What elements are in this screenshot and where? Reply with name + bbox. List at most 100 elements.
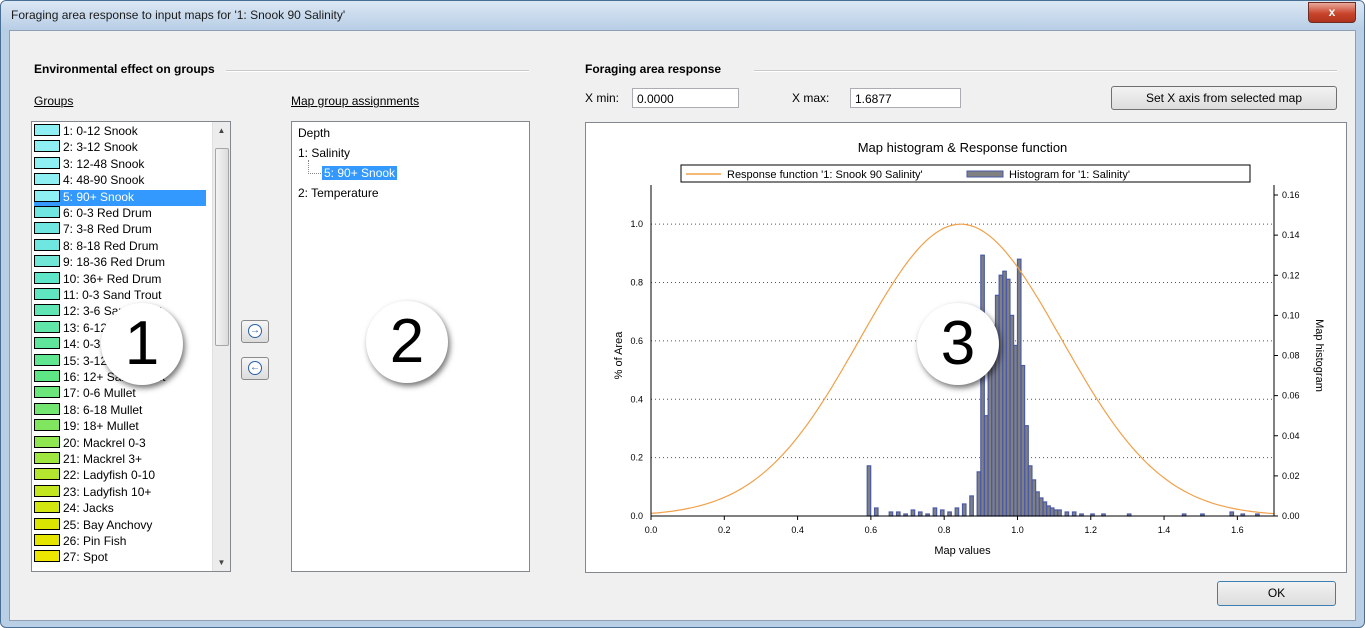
group-label: 25: Bay Anchovy (63, 517, 153, 532)
xmin-label: X min: (585, 91, 620, 105)
group-label: 7: 3-8 Red Drum (63, 222, 152, 237)
tree-connector (308, 160, 321, 174)
group-label: 20: Mackrel 0-3 (63, 435, 146, 450)
tree-node[interactable]: 5: 90+ Snook (322, 166, 398, 180)
group-label: 21: Mackrel 3+ (63, 452, 143, 466)
scroll-down-icon[interactable]: ▼ (217, 558, 226, 567)
y2-tick-label: 0.08 (1282, 351, 1300, 361)
color-swatch-icon (34, 255, 60, 268)
chart-title: Map histogram & Response function (858, 140, 1068, 155)
group-item[interactable]: 19: 18+ Mullet (34, 419, 206, 435)
scroll-up-icon[interactable]: ▲ (217, 126, 226, 135)
group-label: 1: 0-12 Snook (63, 124, 138, 138)
color-swatch-icon (34, 501, 60, 514)
histogram-bar (980, 254, 985, 517)
legend-bar-swatch (966, 170, 1004, 178)
color-swatch-icon (34, 337, 60, 350)
histogram-bar (976, 471, 982, 517)
group-item[interactable]: 6: 0-3 Red Drum (34, 206, 206, 222)
x-tick-label: 1.4 (1158, 525, 1171, 535)
window-title: Foraging area response to input maps for… (11, 8, 346, 22)
scroll-thumb[interactable] (215, 148, 229, 346)
x-tick-label: 0.8 (938, 525, 951, 535)
group-item[interactable]: 27: Spot (34, 550, 206, 566)
group-label: 8: 8-18 Red Drum (63, 238, 159, 253)
group-label: 26: Pin Fish (63, 534, 127, 548)
set-x-axis-button[interactable]: Set X axis from selected map (1111, 86, 1337, 110)
histogram-bar (895, 511, 901, 517)
color-swatch-icon (34, 206, 60, 218)
group-item[interactable]: 11: 0-3 Sand Trout (34, 288, 206, 304)
group-item[interactable]: 23: Ladyfish 10+ (34, 484, 206, 501)
group-label: 3: 12-48 Snook (63, 156, 145, 171)
group-item[interactable]: 7: 3-8 Red Drum (34, 222, 206, 238)
histogram-bar (932, 507, 938, 517)
color-swatch-icon (34, 288, 60, 300)
color-swatch-icon (34, 468, 60, 481)
color-swatch-icon (34, 370, 60, 382)
group-item[interactable]: 3: 12-48 Snook (34, 156, 206, 173)
group-label: 18: 6-18 Mullet (63, 402, 143, 417)
group-item[interactable]: 5: 90+ Snook (34, 189, 206, 206)
group-label: 27: Spot (63, 550, 108, 565)
group-item[interactable]: 1: 0-12 Snook (34, 124, 206, 140)
histogram-bar (954, 507, 960, 517)
group-item[interactable]: 8: 8-18 Red Drum (34, 238, 206, 255)
y2-tick-label: 0.16 (1282, 190, 1300, 200)
y2-axis-title: Map histogram (1313, 319, 1325, 392)
histogram-bar (983, 415, 989, 517)
color-swatch-icon (34, 156, 60, 169)
histogram-bar (1046, 505, 1051, 517)
color-swatch-icon (34, 173, 60, 186)
group-item[interactable]: 4: 48-90 Snook (34, 173, 206, 189)
map-assignments-label: Map group assignments (291, 94, 420, 108)
y-tick-label: 0.2 (630, 453, 643, 463)
group-item[interactable]: 18: 6-18 Mullet (34, 402, 206, 419)
histogram-bar (1020, 364, 1026, 517)
y-axis-title: % of Area (613, 331, 625, 380)
color-swatch-icon (34, 222, 60, 235)
legend-histogram-label: Histogram for '1: Salinity' (1009, 169, 1130, 181)
histogram-bar (1009, 314, 1015, 517)
group-item[interactable]: 22: Ladyfish 0-10 (34, 468, 206, 484)
group-item[interactable]: 9: 18-36 Red Drum (34, 255, 206, 271)
group-label: 9: 18-36 Red Drum (63, 255, 166, 270)
group-item[interactable]: 20: Mackrel 0-3 (34, 435, 206, 452)
histogram-bar (1071, 511, 1077, 517)
group-label: 4: 48-90 Snook (63, 173, 145, 188)
y2-tick-label: 0.04 (1282, 431, 1300, 441)
tree-node[interactable]: Depth (298, 126, 331, 140)
group-item[interactable]: 2: 3-12 Snook (34, 140, 206, 156)
histogram-bar (939, 509, 945, 517)
color-swatch-icon (34, 484, 60, 497)
tree-node[interactable]: 1: Salinity (298, 146, 351, 160)
group-item[interactable]: 24: Jacks (34, 501, 206, 517)
group-label: 17: 0-6 Mullet (63, 386, 136, 401)
title-bar[interactable]: Foraging area response to input maps for… (1, 1, 1364, 29)
tree-node[interactable]: 2: Temperature (298, 186, 379, 200)
group-label: 24: Jacks (63, 501, 114, 516)
groups-scrollbar[interactable]: ▲ ▼ (212, 122, 230, 571)
group-item[interactable]: 21: Mackrel 3+ (34, 452, 206, 468)
y2-tick-label: 0.12 (1282, 270, 1300, 280)
group-label: 19: 18+ Mullet (63, 419, 139, 434)
xmax-label: X max: (792, 91, 830, 105)
group-label: 6: 0-3 Red Drum (63, 206, 152, 220)
color-swatch-icon (34, 517, 60, 530)
histogram-bar (969, 495, 974, 517)
xmin-input[interactable]: 0.0000 (632, 88, 739, 108)
close-button[interactable]: x (1308, 2, 1356, 23)
histogram-bar (873, 507, 879, 517)
group-item[interactable]: 25: Bay Anchovy (34, 517, 206, 534)
group-item[interactable]: 26: Pin Fish (34, 534, 206, 550)
ok-button[interactable]: OK (1217, 581, 1336, 606)
group-item[interactable]: 10: 36+ Red Drum (34, 271, 206, 288)
assign-button[interactable]: → (241, 320, 269, 343)
unassign-button[interactable]: ← (241, 357, 269, 380)
xmax-input[interactable]: 1.6877 (850, 88, 961, 108)
groups-label: Groups (34, 94, 74, 108)
histogram-bar (1024, 425, 1029, 517)
y-tick-label: 0.4 (630, 394, 643, 404)
response-section-title: Foraging area response (585, 62, 722, 76)
group-item[interactable]: 17: 0-6 Mullet (34, 386, 206, 402)
